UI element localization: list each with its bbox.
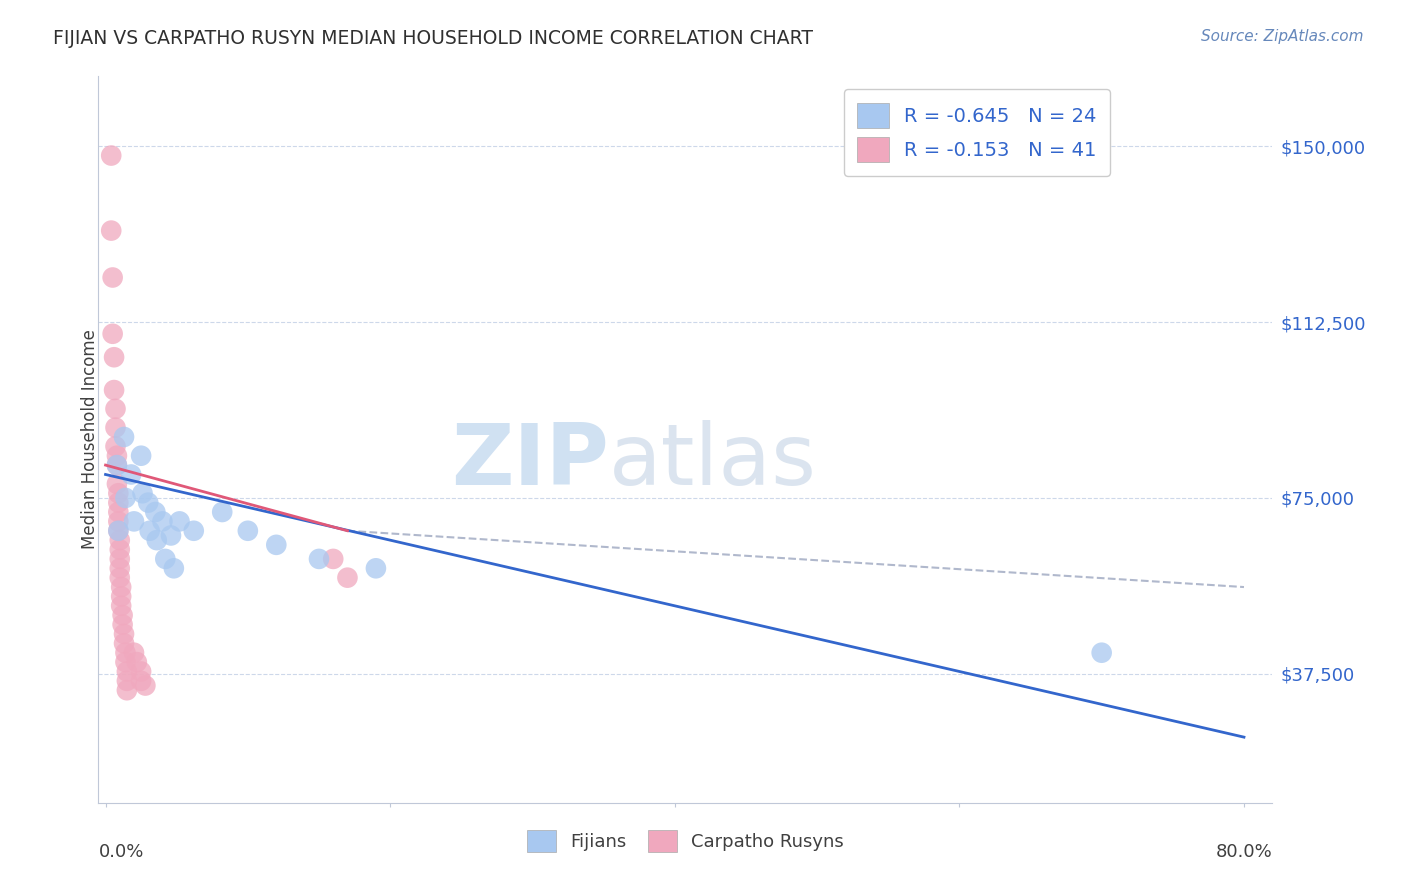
Point — [110, 590, 132, 604]
Point — [136, 495, 159, 509]
Point — [111, 608, 134, 623]
Point — [100, 148, 122, 162]
Point — [169, 515, 191, 529]
Point — [1091, 646, 1114, 660]
Point — [103, 383, 125, 397]
Point — [115, 673, 138, 688]
Text: ZIP: ZIP — [451, 419, 609, 502]
Point — [108, 571, 131, 585]
Text: atlas: atlas — [609, 419, 817, 502]
Point — [100, 224, 122, 238]
Point — [107, 505, 129, 519]
Point — [107, 524, 129, 538]
Point — [129, 449, 152, 463]
Text: 0.0%: 0.0% — [98, 843, 143, 861]
Point — [104, 439, 127, 453]
Point — [108, 542, 131, 557]
Text: 80.0%: 80.0% — [1216, 843, 1272, 861]
Point — [107, 524, 129, 538]
Point — [107, 486, 129, 500]
Point — [308, 552, 330, 566]
Point — [108, 561, 131, 575]
Point — [105, 449, 128, 463]
Point — [114, 655, 136, 669]
Point — [155, 552, 177, 566]
Point — [112, 636, 135, 650]
Point — [101, 326, 124, 341]
Point — [211, 505, 233, 519]
Point — [105, 476, 128, 491]
Point — [131, 486, 153, 500]
Point — [111, 617, 134, 632]
Point — [115, 665, 138, 679]
Y-axis label: Median Household Income: Median Household Income — [82, 329, 98, 549]
Point — [134, 679, 156, 693]
Point — [143, 505, 166, 519]
Point — [104, 401, 127, 416]
Point — [364, 561, 387, 575]
Point — [129, 673, 152, 688]
Text: FIJIAN VS CARPATHO RUSYN MEDIAN HOUSEHOLD INCOME CORRELATION CHART: FIJIAN VS CARPATHO RUSYN MEDIAN HOUSEHOL… — [53, 29, 814, 47]
Point — [125, 655, 148, 669]
Point — [152, 515, 174, 529]
Point — [145, 533, 167, 548]
Point — [103, 350, 125, 364]
Text: Source: ZipAtlas.com: Source: ZipAtlas.com — [1201, 29, 1364, 44]
Point — [236, 524, 259, 538]
Point — [108, 533, 131, 548]
Point — [266, 538, 288, 552]
Point — [105, 458, 128, 472]
Point — [138, 524, 160, 538]
Point — [110, 599, 132, 613]
Legend: Fijians, Carpatho Rusyns: Fijians, Carpatho Rusyns — [520, 822, 851, 859]
Point — [108, 552, 131, 566]
Point — [114, 491, 136, 505]
Point — [107, 495, 129, 509]
Point — [122, 646, 145, 660]
Point — [183, 524, 205, 538]
Point — [101, 270, 124, 285]
Point — [110, 580, 132, 594]
Point — [112, 430, 135, 444]
Point — [114, 646, 136, 660]
Point — [107, 515, 129, 529]
Point — [104, 420, 127, 434]
Point — [129, 665, 152, 679]
Point — [112, 627, 135, 641]
Point — [120, 467, 142, 482]
Point — [122, 515, 145, 529]
Point — [336, 571, 359, 585]
Point — [160, 528, 183, 542]
Point — [163, 561, 186, 575]
Point — [322, 552, 344, 566]
Point — [115, 683, 138, 698]
Point — [105, 458, 128, 472]
